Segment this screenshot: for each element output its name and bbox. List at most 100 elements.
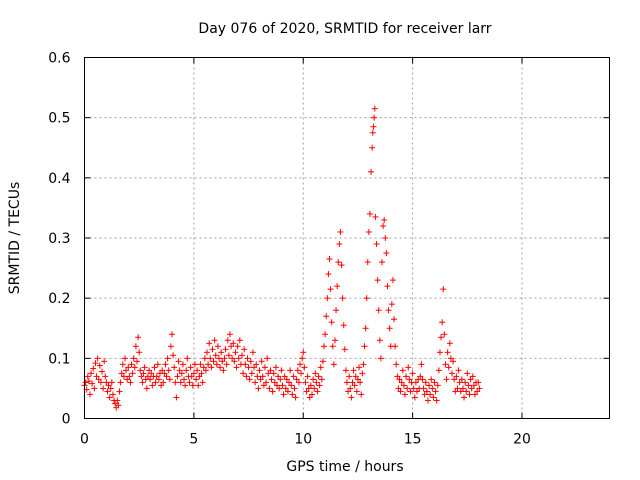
data-point (375, 307, 382, 314)
data-point (118, 370, 125, 377)
data-point (374, 277, 381, 284)
data-point (401, 391, 408, 398)
x-axis-label: GPS time / hours (286, 459, 403, 475)
data-point (385, 307, 392, 314)
data-point (353, 388, 360, 395)
data-point (426, 382, 433, 389)
data-point (443, 376, 450, 383)
data-point (405, 364, 412, 371)
chart-title: Day 076 of 2020, SRMTID for receiver lar… (198, 21, 491, 37)
data-point (233, 364, 240, 371)
data-point (243, 373, 250, 380)
data-point (280, 391, 287, 398)
data-point (148, 370, 155, 377)
data-point (181, 376, 188, 383)
data-point (369, 144, 376, 151)
data-point (395, 385, 402, 392)
data-point (264, 355, 271, 362)
data-point (461, 394, 468, 401)
data-point (226, 331, 233, 338)
y-tick-label: 0 (62, 412, 71, 428)
data-point (267, 367, 274, 374)
data-point (322, 331, 329, 338)
data-point (364, 259, 371, 266)
data-point (339, 295, 346, 302)
data-point (446, 340, 453, 347)
data-point (116, 388, 123, 395)
data-point (217, 364, 224, 371)
data-point (398, 379, 405, 386)
data-point (349, 379, 356, 386)
data-point (212, 352, 219, 359)
data-point (452, 388, 459, 395)
data-point (336, 241, 343, 248)
data-point (162, 361, 169, 368)
data-point (190, 370, 197, 377)
data-point (260, 382, 267, 389)
data-point (161, 370, 168, 377)
data-point (292, 394, 299, 401)
data-point (423, 388, 430, 395)
data-point (335, 259, 342, 266)
x-tick-label: 20 (513, 432, 531, 448)
data-point (351, 382, 358, 389)
data-point (467, 376, 474, 383)
data-point (435, 367, 442, 374)
data-point (412, 379, 419, 386)
data-point (225, 352, 232, 359)
data-point (244, 355, 251, 362)
data-point (333, 307, 340, 314)
y-axis-label: SRMTID / TECUs (7, 182, 23, 295)
data-point (397, 388, 404, 395)
data-point (167, 343, 174, 350)
data-point (444, 349, 451, 356)
data-point (315, 373, 322, 380)
data-point (205, 361, 212, 368)
data-point (140, 370, 147, 377)
data-point (304, 373, 311, 380)
data-point (96, 362, 103, 369)
data-point (261, 364, 268, 371)
data-point (182, 382, 189, 389)
data-point (357, 379, 364, 386)
data-point (214, 343, 221, 350)
tick-layer: 0 5 10 15 20 0 0.1 0.2 0.3 0.4 0.5 0.6 (48, 51, 610, 448)
data-point (454, 385, 461, 392)
data-point (104, 388, 111, 395)
data-point (165, 367, 172, 374)
data-point (442, 361, 449, 368)
data-point (266, 385, 273, 392)
data-point (209, 346, 216, 353)
data-point (303, 388, 310, 395)
data-point (129, 370, 136, 377)
data-point (164, 355, 171, 362)
data-point (109, 391, 116, 398)
data-point (279, 382, 286, 389)
data-point (298, 370, 305, 377)
data-point (417, 373, 424, 380)
data-point (170, 352, 177, 359)
data-point (178, 370, 185, 377)
data-point (277, 376, 284, 383)
data-point (271, 379, 278, 386)
data-point (411, 394, 418, 401)
data-point (342, 367, 349, 374)
data-point (300, 349, 307, 356)
data-point (283, 376, 290, 383)
data-point (319, 358, 326, 365)
data-point (188, 373, 195, 380)
data-point (159, 367, 166, 374)
data-point (441, 331, 448, 338)
data-point (337, 228, 344, 235)
data-point (359, 370, 366, 377)
data-point (399, 367, 406, 374)
data-point (134, 358, 140, 365)
data-point (91, 385, 98, 392)
data-point (160, 379, 167, 386)
data-point (135, 334, 142, 341)
data-point (431, 379, 438, 386)
data-point (204, 349, 210, 356)
data-point (207, 355, 214, 362)
data-point (414, 388, 420, 395)
data-point (386, 325, 393, 332)
